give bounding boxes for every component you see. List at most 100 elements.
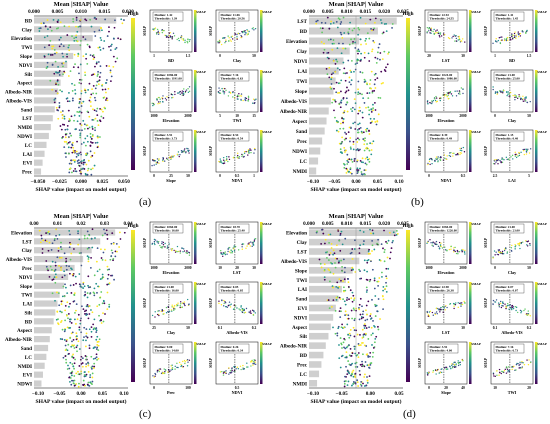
panel-d-dep-annot: Thresholds: 23.00 xyxy=(496,229,521,233)
panel-c-dep-point xyxy=(220,250,222,252)
panel-d-dep-point xyxy=(434,313,437,316)
panel-b-shap-point xyxy=(340,21,343,23)
panel-a-shap-point xyxy=(95,18,98,20)
panel-d-shap-point xyxy=(367,300,370,303)
panel-a-dep-xtick: 0 xyxy=(219,174,221,178)
panel-c-shap-point xyxy=(71,370,74,373)
panel-c-shap-point xyxy=(114,255,117,258)
panel-a-dep-point xyxy=(166,96,168,98)
panel-c-dep-point xyxy=(218,302,220,305)
panel-b-top-tick: 0.000 xyxy=(303,9,315,15)
panel-c-bar xyxy=(34,362,45,369)
panel-a-dep-ylabel: SHAP xyxy=(209,145,213,155)
panel-a-shap-point xyxy=(58,38,61,41)
panel-d-dep-point xyxy=(528,359,530,361)
panel-d-dep-point xyxy=(456,249,459,252)
panel-c-shap-point xyxy=(87,317,90,320)
panel-d-shap-point xyxy=(384,287,387,290)
panel-a-shap-point xyxy=(61,123,64,126)
panel-a-dep-annot: Median: 3.91 xyxy=(155,133,173,137)
panel-d-dep-ylabel: SHAP xyxy=(484,237,488,247)
panel-d-shap-point xyxy=(376,310,379,313)
panel-c-feature-label: Prec xyxy=(22,266,33,272)
panel-d-shap-point xyxy=(347,281,350,284)
panel-d-dep-point xyxy=(440,245,442,248)
panel-b-dep-point xyxy=(452,152,454,155)
panel-b-dep-point xyxy=(499,36,502,38)
panel-d-shap-point xyxy=(377,284,380,287)
panel-d-dep-point xyxy=(432,369,435,372)
panel-b-dep-cblabel: SMAP xyxy=(471,130,481,134)
panel-b-shap-point xyxy=(374,17,377,20)
panel-c-dep-point xyxy=(161,242,163,245)
panel-c-shap-point xyxy=(106,308,109,311)
panel-c-shap-point xyxy=(85,309,88,312)
panel-a-shap-point xyxy=(56,21,59,23)
panel-d-feature-label: Albedo-VIS xyxy=(281,259,307,265)
panel-a-dep-point xyxy=(231,35,233,38)
panel-a-bar xyxy=(34,88,59,95)
panel-a-shap-point xyxy=(71,143,73,146)
panel-a-shap-point xyxy=(82,36,85,38)
panel-d-shap-point xyxy=(322,232,325,235)
panel-c-dep-point xyxy=(159,368,162,370)
panel-d-shap-point xyxy=(360,316,363,318)
panel-d-dep-point xyxy=(498,306,501,308)
panel-a-dep-point xyxy=(218,87,220,89)
panel-a-shap-point xyxy=(94,35,97,37)
panel-c-shap-point xyxy=(87,260,90,263)
panel-a-shap-point xyxy=(59,89,62,92)
panel-a-dep-point xyxy=(247,96,250,98)
panel-d-shap-point xyxy=(371,332,374,335)
panel-d-dep-point xyxy=(518,367,520,369)
panel-b-feature-label: TWI xyxy=(296,79,307,85)
panel-b-shap-point xyxy=(381,58,384,61)
panel-a-shap-point xyxy=(93,30,96,33)
panel-c-dep-point xyxy=(235,368,237,370)
panel-c-shap-point xyxy=(69,284,72,287)
panel-d-shap-point xyxy=(358,318,361,321)
panel-b-shap-point xyxy=(347,161,350,164)
panel-d-shap-point xyxy=(369,278,372,281)
panel-c-shap-point xyxy=(66,301,69,304)
panel-a-dep-point xyxy=(180,150,183,152)
panel-b-dep-point xyxy=(426,101,429,103)
panel-b-dep-point xyxy=(495,161,497,163)
panel-d-shap-point xyxy=(344,380,347,382)
panel-b-shap-point xyxy=(357,52,359,55)
panel-c-shap-point xyxy=(104,313,106,315)
panel-a-shap-point xyxy=(72,20,75,23)
panel-c-dep-point xyxy=(165,312,168,314)
panel-d-shap-point xyxy=(332,286,334,289)
panel-a-feature-label: NMDI xyxy=(18,125,32,131)
panel-c-shap-point xyxy=(84,291,87,293)
panel-a-dep-point xyxy=(220,160,222,162)
panel-b-shap-point xyxy=(356,50,359,52)
panel-a-shap-point xyxy=(79,98,82,100)
panel-b-dep-point xyxy=(438,35,441,37)
panel-a-dep-point xyxy=(171,36,174,38)
panel-d-dep-point xyxy=(493,375,495,377)
panel-d-shap-point xyxy=(335,298,338,301)
panel-c-shap-point xyxy=(81,365,84,368)
panel-d-shap-point xyxy=(375,304,378,307)
panel-b-dep-point xyxy=(452,155,454,157)
panel-b-feature-label: Slope xyxy=(295,89,308,95)
panel-c-bar xyxy=(34,309,56,316)
panel-a-shap-point xyxy=(53,72,56,75)
panel-c-shap-point xyxy=(110,249,113,252)
panel-d-shap-point xyxy=(339,249,342,252)
panel-a-shap-point xyxy=(79,136,82,139)
panel-b-shap-point xyxy=(326,16,329,19)
panel-a-shap-point xyxy=(68,44,70,47)
panel-a-shap-point xyxy=(82,100,85,103)
panel-d-dep-annot-box xyxy=(427,223,459,234)
panel-c-shap-point xyxy=(50,249,53,251)
panel-c-shap-point xyxy=(69,377,72,379)
panel-d-shap-point xyxy=(345,356,348,359)
panel-d-dep-point xyxy=(505,367,508,369)
panel-d-shap-point xyxy=(382,286,385,288)
panel-a-dep-point xyxy=(162,160,164,163)
panel-c-shap-point xyxy=(85,363,88,365)
panel-a-shap-point xyxy=(62,136,64,138)
